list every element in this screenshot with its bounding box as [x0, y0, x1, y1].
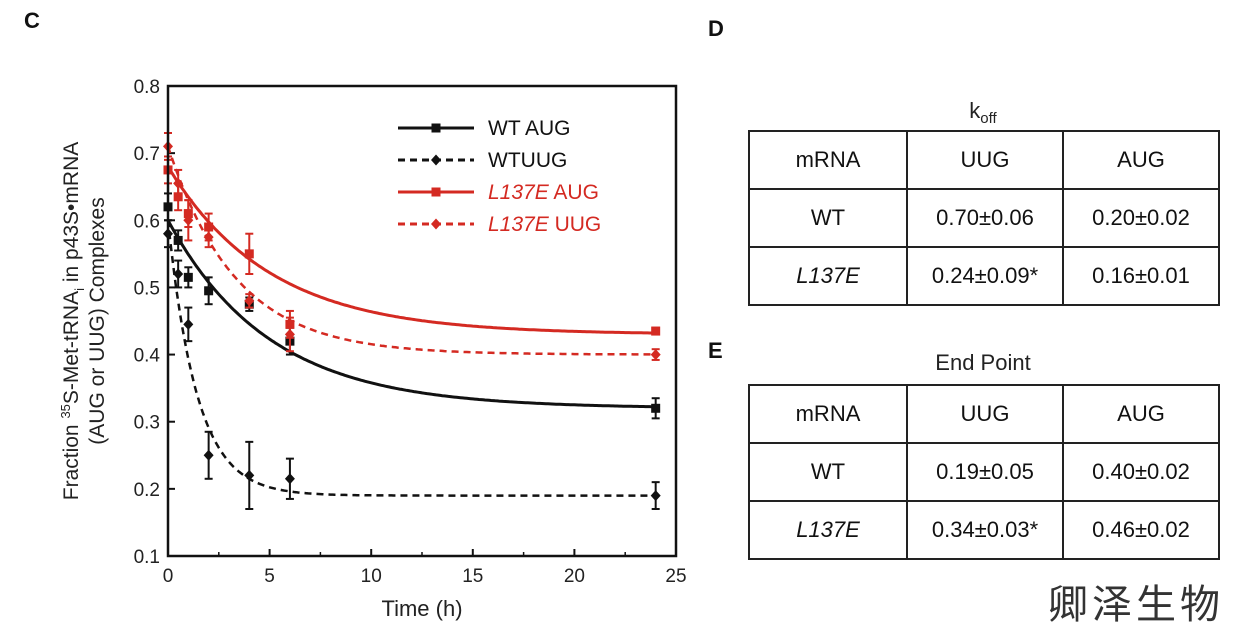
- y-tick-label: 0.1: [134, 547, 160, 568]
- table-cell: 0.46±0.02: [1062, 500, 1220, 560]
- table-header-row: mRNA UUG AUG: [748, 130, 1220, 190]
- table-cell: 0.16±0.01: [1062, 246, 1220, 306]
- y-tick-label: 0.8: [134, 77, 160, 98]
- data-point: [284, 328, 295, 340]
- table-cell: 0.34±0.03*: [906, 500, 1064, 560]
- data-point: [650, 349, 661, 361]
- data-point: [173, 235, 183, 245]
- y-tick-label: 0.2: [134, 480, 160, 501]
- header-cell: AUG: [1062, 384, 1220, 444]
- legend-label: WT AUG: [488, 117, 570, 140]
- table-row: WT 0.19±0.05 0.40±0.02: [748, 442, 1220, 502]
- legend-label: L137E UUG: [488, 213, 601, 236]
- koff-table-title: koff: [969, 98, 997, 127]
- row-label: L137E: [748, 500, 908, 560]
- svg-text:(AUG or UUG) Complexes: (AUG or UUG) Complexes: [86, 197, 109, 444]
- plot-frame: [166, 84, 678, 558]
- x-tick-label: 0: [163, 566, 174, 587]
- panel-label-c: C: [24, 8, 40, 33]
- data-point: [651, 326, 661, 336]
- row-label: WT: [748, 442, 908, 502]
- y-tick-label: 0.5: [134, 278, 160, 299]
- endpoint-table: mRNA UUG AUG WT 0.19±0.05 0.40±0.02 L137…: [748, 384, 1220, 560]
- data-point: [203, 231, 214, 243]
- legend-marker: [431, 187, 441, 197]
- x-tick-label: 10: [361, 566, 382, 587]
- table-row: WT 0.70±0.06 0.20±0.02: [748, 188, 1220, 248]
- data-point: [244, 249, 254, 259]
- legend-label: WTUUG: [488, 149, 567, 172]
- header-cell: AUG: [1062, 130, 1220, 190]
- legend-label: L137E AUG: [488, 181, 599, 204]
- header-cell: UUG: [906, 130, 1064, 190]
- data-point: [183, 214, 194, 226]
- data-point: [244, 469, 255, 481]
- series-line-wtuug: [166, 220, 656, 497]
- panel-label-e: E: [708, 338, 723, 363]
- decay-chart: 0 5 10 15 20 25 0.1 0.2 0.3 0.4 0.5 0.6 0.7 0.8 Time …: [58, 77, 687, 621]
- data-point: [203, 449, 214, 461]
- x-tick-label: 25: [665, 566, 686, 587]
- y-tick-label: 0.6: [134, 211, 160, 232]
- table-cell: 0.19±0.05: [906, 442, 1064, 502]
- table-cell: 0.20±0.02: [1062, 188, 1220, 248]
- svg-text:Fraction 35S-Met-tRNAi in p43S: Fraction 35S-Met-tRNAi in p43S•mRNA: [58, 142, 87, 501]
- panel-label-d: D: [708, 16, 724, 41]
- table-header-row: mRNA UUG AUG: [748, 384, 1220, 444]
- data-point: [173, 177, 184, 189]
- x-tick-label: 20: [564, 566, 585, 587]
- x-tick-label: 15: [462, 566, 483, 587]
- table-cell: 0.70±0.06: [906, 188, 1064, 248]
- x-axis-label: Time (h): [381, 596, 462, 621]
- data-point: [183, 318, 194, 330]
- legend-marker: [431, 218, 441, 230]
- endpoint-table-title: End Point: [935, 350, 1031, 375]
- x-tick-label: 5: [264, 566, 275, 587]
- data-point: [204, 286, 214, 296]
- series-line-l137e-uug: [166, 146, 656, 356]
- table-cell: 0.24±0.09*: [906, 246, 1064, 306]
- data-point: [651, 403, 661, 413]
- watermark: 卿泽生物: [1048, 582, 1224, 628]
- header-cell: mRNA: [748, 384, 908, 444]
- table-cell: 0.40±0.02: [1062, 442, 1220, 502]
- legend-marker: [431, 154, 441, 166]
- y-tick-label: 0.3: [134, 413, 160, 434]
- row-label: WT: [748, 188, 908, 248]
- data-point: [173, 268, 184, 280]
- series-line-wt-aug: [166, 219, 656, 409]
- y-axis-label: Fraction 35S-Met-tRNAi in p43S•mRNA (AUG…: [58, 142, 109, 501]
- header-cell: mRNA: [748, 130, 908, 190]
- table-row: L137E 0.34±0.03* 0.46±0.02: [748, 500, 1220, 560]
- header-cell: UUG: [906, 384, 1064, 444]
- table-row: L137E 0.24±0.09* 0.16±0.01: [748, 246, 1220, 306]
- koff-table: mRNA UUG AUG WT 0.70±0.06 0.20±0.02 L137…: [748, 130, 1220, 306]
- data-point: [244, 295, 255, 307]
- chart-legend: WT AUG WTUUG L137E AUG L137E UUG: [398, 117, 601, 236]
- data-point: [183, 272, 193, 282]
- data-point: [284, 473, 295, 485]
- data-point: [650, 490, 661, 502]
- y-tick-label: 0.7: [134, 144, 160, 165]
- y-tick-label: 0.4: [134, 346, 161, 367]
- row-label: L137E: [748, 246, 908, 306]
- legend-marker: [431, 123, 441, 133]
